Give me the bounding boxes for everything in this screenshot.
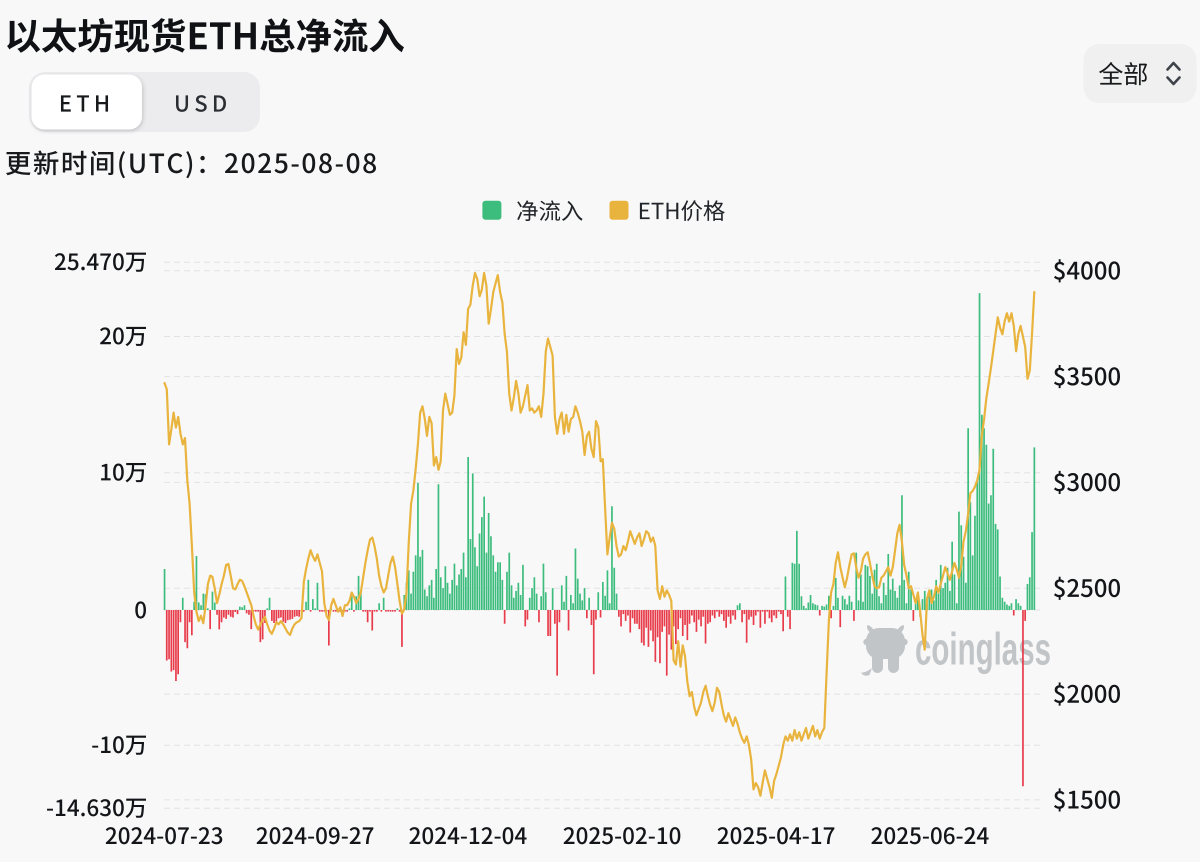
svg-text:coinglass: coinglass xyxy=(915,624,1051,675)
